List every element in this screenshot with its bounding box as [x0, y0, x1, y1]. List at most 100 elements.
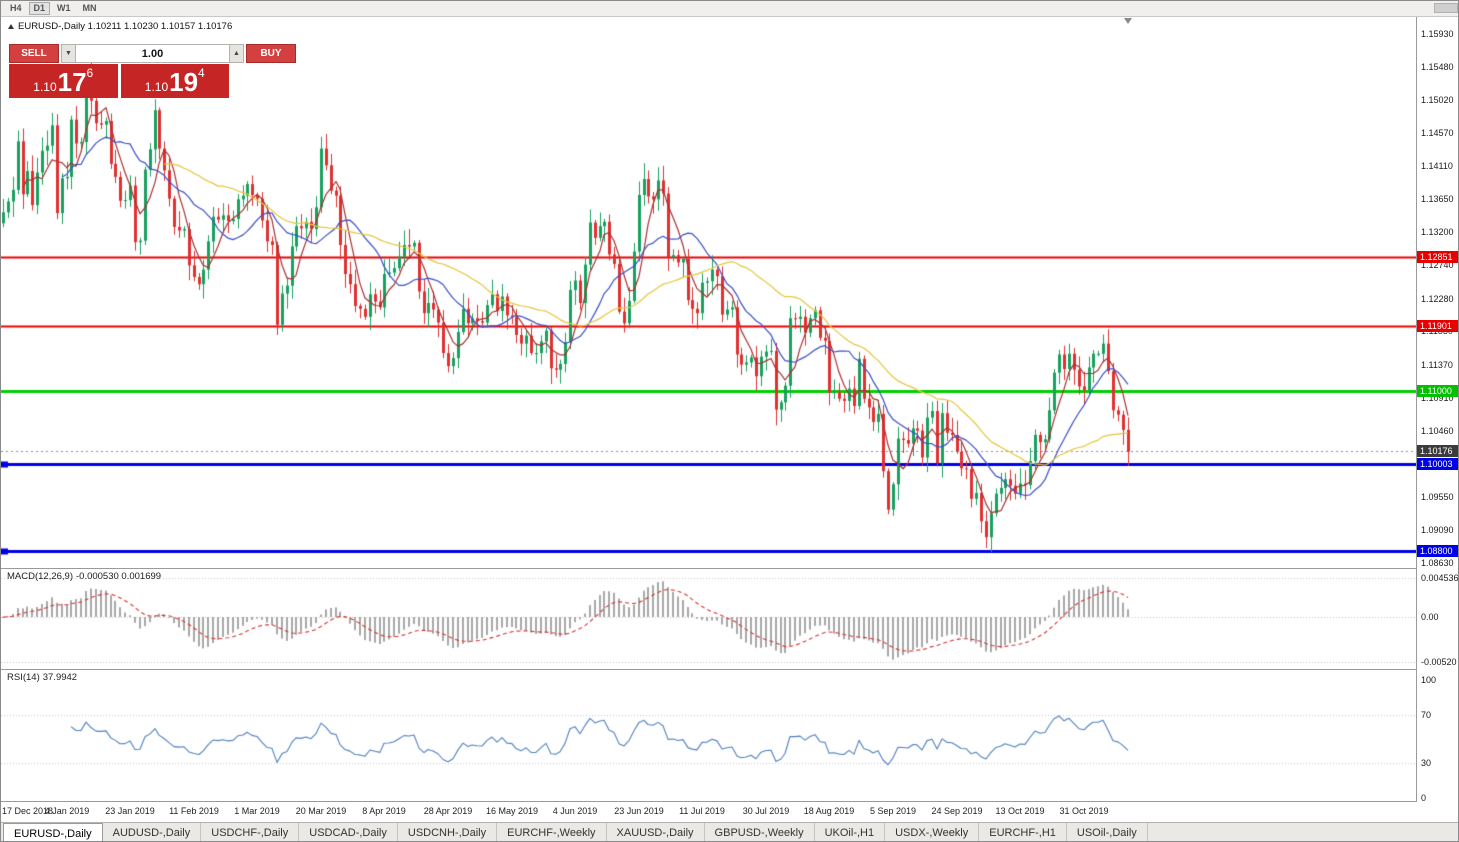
price-badge: 1.11000 [1417, 385, 1458, 398]
date-label: 23 Jun 2019 [614, 806, 664, 816]
rsi-axis-label: 0 [1421, 793, 1427, 803]
date-label: 16 May 2019 [485, 806, 539, 816]
price-axis-label: 1.09090 [1421, 524, 1454, 535]
scrollbar-corner[interactable] [1434, 3, 1458, 13]
macd-title-text: MACD(12,26,9) [7, 571, 73, 582]
date-label: 5 Sep 2019 [869, 806, 917, 816]
price-axis-label: 1.15930 [1421, 29, 1454, 40]
macd-chart-canvas[interactable] [1, 569, 1416, 669]
date-label: 4 Jun 2019 [552, 806, 598, 816]
price-badge: 1.12851 [1417, 251, 1458, 264]
chart-ohlc-header: EURUSD-,Daily 1.10211 1.10230 1.10157 1.… [8, 21, 232, 32]
one-click-trading-panel: SELL ▼ ▲ BUY 1.10 17 6 1.10 19 4 [9, 44, 296, 98]
date-label: 13 Oct 2019 [995, 806, 1045, 816]
price-axis-label: 1.12280 [1421, 293, 1454, 304]
rsi-axis-label: 70 [1421, 710, 1432, 721]
price-axis[interactable]: 1.15930 1.15480 1.15020 1.14570 1.14110 1.136… [1416, 17, 1459, 803]
price-axis-label: 1.09550 [1421, 491, 1454, 502]
sell-button[interactable]: SELL [9, 44, 59, 63]
macd-axis-label: 0.004536 [1421, 572, 1459, 583]
chart-tab-eurusd-daily[interactable]: EURUSD-,Daily [3, 823, 103, 841]
chart-tab-eurchf-weekly[interactable]: EURCHF-,Weekly [497, 823, 607, 841]
chart-tab-usoil-daily[interactable]: USOil-,Daily [1067, 823, 1148, 841]
symbol-icon [8, 24, 14, 29]
price-axis-label: 1.10460 [1421, 425, 1454, 436]
sell-price-big: 17 [57, 67, 87, 97]
date-label: 11 Jul 2019 [679, 806, 725, 816]
price-axis-label: 1.11370 [1421, 359, 1453, 370]
rsi-chart-canvas[interactable] [1, 670, 1416, 801]
date-label: 17 Dec 2018 [2, 806, 54, 816]
buy-price-prefix: 1.10 [144, 80, 169, 94]
macd-indicator-label: MACD(12,26,9) -0.000530 0.001699 [7, 571, 164, 582]
date-label: 23 Jan 2019 [105, 806, 155, 816]
price-axis-label: 1.12740 [1421, 260, 1454, 271]
rsi-value-text: 37.9942 [42, 672, 78, 683]
timeframe-button-mn[interactable]: MN [78, 2, 102, 15]
volume-increase-button[interactable]: ▲ [229, 44, 244, 63]
price-axis-label: 1.08630 [1421, 558, 1454, 569]
chart-tab-audusd-daily[interactable]: AUDUSD-,Daily [103, 823, 202, 841]
chart-tab-usdchf-daily[interactable]: USDCHF-,Daily [201, 823, 300, 841]
timeframe-button-h4[interactable]: H4 [5, 2, 27, 15]
price-axis-label: 1.15480 [1421, 61, 1454, 72]
buy-price-display[interactable]: 1.10 19 4 [120, 64, 229, 98]
timeframe-buttons-group: H4 D1 W1 MN [5, 2, 102, 15]
rsi-axis-label: 30 [1421, 757, 1432, 768]
rsi-title-text: RSI(14) [7, 672, 40, 683]
price-badge: 1.10176 [1417, 445, 1458, 458]
chart-tab-usdcad-daily[interactable]: USDCAD-,Daily [299, 823, 398, 841]
date-label: 20 Mar 2019 [295, 806, 347, 816]
chart-tab-xauusd-daily[interactable]: XAUUSD-,Daily [607, 823, 705, 841]
buy-price-pipette: 4 [198, 66, 205, 80]
chart-shift-marker-icon [1124, 18, 1132, 24]
pane-separator[interactable] [1, 568, 1458, 569]
price-axis-label: 1.13200 [1421, 226, 1454, 237]
sell-price-prefix: 1.10 [33, 80, 57, 94]
volume-decrease-button[interactable]: ▼ [61, 44, 76, 63]
buy-price-big: 19 [169, 67, 199, 97]
pane-separator [1, 801, 1458, 802]
price-chart-canvas[interactable] [1, 17, 1416, 568]
sell-price-pipette: 6 [86, 66, 94, 80]
trade-prices-row: 1.10 17 6 1.10 19 4 [9, 64, 229, 98]
price-axis-label: 1.10910 [1421, 392, 1454, 403]
timeframe-button-d1[interactable]: D1 [28, 2, 51, 15]
chart-tab-eurchf-h1[interactable]: EURCHF-,H1 [979, 823, 1067, 841]
volume-input[interactable] [76, 44, 229, 63]
trade-controls-row: SELL ▼ ▲ BUY [9, 44, 296, 63]
pane-separator[interactable] [1, 669, 1458, 670]
price-axis-label: 1.15020 [1421, 95, 1454, 105]
date-label: 1 Mar 2019 [234, 806, 280, 816]
sell-price-display[interactable]: 1.10 17 6 [9, 64, 118, 98]
date-label: 30 Jul 2019 [742, 806, 790, 816]
rsi-indicator-label: RSI(14) 37.9942 [7, 672, 80, 683]
date-label: 11 Feb 2019 [169, 806, 219, 816]
macd-axis-label: 0.00 [1421, 612, 1439, 622]
chart-tabs-bar: EURUSD-,Daily AUDUSD-,Daily USDCHF-,Daily U… [1, 822, 1458, 841]
price-axis-label: 1.14110 [1421, 160, 1453, 171]
price-badge: 1.10003 [1417, 457, 1458, 470]
date-label: 8 Apr 2019 [362, 806, 406, 816]
date-label: 31 Oct 2019 [1059, 806, 1109, 816]
chart-tab-usdx-weekly[interactable]: USDX-,Weekly [885, 823, 980, 841]
date-label: 28 Apr 2019 [423, 806, 473, 816]
date-label: 24 Sep 2019 [931, 806, 983, 816]
chart-tab-gbpusd-weekly[interactable]: GBPUSD-,Weekly [705, 823, 815, 841]
volume-control: ▼ ▲ [61, 44, 244, 63]
rsi-axis-label: 100 [1421, 675, 1437, 685]
chart-tab-ukoil-h1[interactable]: UKOil-,H1 [815, 823, 886, 841]
chart-tab-usdcnh-daily[interactable]: USDCNH-,Daily [398, 823, 498, 841]
macd-values-text: -0.000530 0.001699 [76, 571, 162, 582]
timeframe-toolbar: H4 D1 W1 MN [1, 1, 1458, 17]
price-axis-label: 1.14570 [1421, 127, 1454, 138]
date-label: 4 Jan 2019 [44, 806, 90, 816]
date-label: 18 Aug 2019 [803, 806, 855, 816]
buy-button[interactable]: BUY [246, 44, 296, 63]
time-axis[interactable]: 17 Dec 2018 4 Jan 2019 23 Jan 2019 11 Feb 2… [1, 802, 1458, 822]
price-axis-label: 1.13650 [1421, 194, 1454, 205]
price-badge: 1.11901 [1417, 320, 1458, 333]
macd-axis-label: -0.00520 [1421, 656, 1457, 667]
timeframe-button-w1[interactable]: W1 [52, 2, 76, 15]
